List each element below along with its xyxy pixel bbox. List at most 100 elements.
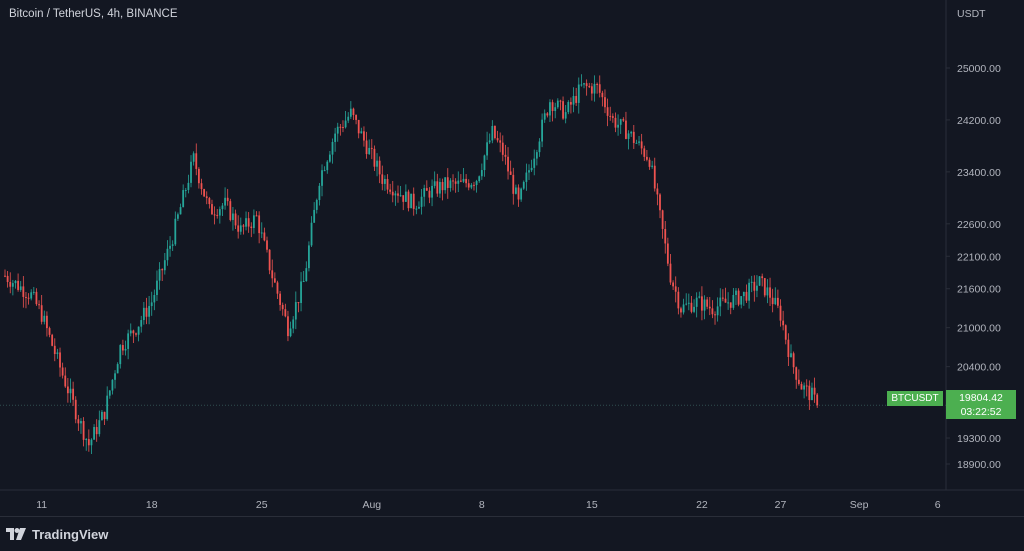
price-chart[interactable]: USDT 18900.00 19300.00 20400.00 21000.00 2160…	[0, 0, 1024, 516]
candle	[412, 187, 415, 216]
candle	[433, 171, 436, 189]
candle	[753, 275, 756, 302]
candle	[740, 295, 743, 309]
candle	[85, 438, 88, 451]
candle	[648, 157, 651, 170]
candle	[575, 87, 578, 106]
bar-countdown: 03:22:52	[960, 406, 1002, 418]
tradingview-logo[interactable]: TradingView	[6, 527, 108, 542]
candle	[585, 79, 588, 96]
candle	[774, 287, 777, 306]
candle	[179, 203, 182, 215]
candle	[732, 287, 735, 310]
candle	[349, 101, 352, 119]
candle	[640, 133, 643, 155]
candle	[156, 270, 158, 302]
candle	[583, 82, 585, 89]
candle	[467, 179, 470, 191]
candle	[284, 303, 287, 318]
y-tick-label: 18900.00	[957, 459, 1001, 471]
candle	[74, 396, 77, 424]
candle	[347, 112, 350, 124]
candle	[328, 150, 331, 163]
candle	[530, 159, 533, 172]
candle	[342, 120, 344, 133]
candle	[507, 147, 509, 180]
candle	[567, 100, 570, 115]
tradingview-brand: TradingView	[32, 526, 109, 542]
x-tick-label: 25	[256, 499, 268, 511]
candle	[315, 198, 318, 214]
candle	[268, 249, 271, 275]
candle	[446, 168, 449, 199]
candle	[787, 333, 790, 366]
candle	[674, 276, 677, 303]
candle	[6, 271, 9, 288]
candle	[281, 302, 284, 316]
candle	[813, 377, 816, 403]
candle	[237, 215, 240, 239]
candle	[816, 392, 819, 408]
candle	[224, 187, 226, 210]
candle	[475, 179, 478, 193]
candle	[449, 178, 452, 192]
candle	[630, 130, 633, 137]
candle	[271, 259, 274, 288]
candle	[559, 99, 562, 111]
candle	[218, 206, 221, 224]
candle	[509, 160, 512, 175]
candle	[48, 326, 51, 338]
candle	[14, 280, 17, 289]
candle	[721, 289, 724, 302]
candle	[606, 98, 609, 127]
y-tick-label: 22100.00	[957, 251, 1001, 263]
candle	[116, 362, 119, 374]
candle	[528, 164, 530, 181]
candle	[664, 221, 667, 254]
candle	[381, 165, 384, 191]
candle	[208, 196, 211, 209]
candle	[247, 212, 250, 233]
candle	[404, 184, 407, 202]
candle	[748, 278, 750, 309]
candle	[25, 292, 27, 309]
candle	[501, 135, 504, 162]
candle	[777, 289, 779, 309]
candle	[703, 295, 706, 320]
candle	[685, 293, 688, 306]
candle	[190, 155, 192, 188]
candle	[465, 174, 468, 188]
candle	[564, 105, 567, 124]
candle	[486, 131, 488, 160]
candle	[604, 89, 606, 114]
candle	[177, 212, 179, 221]
candle	[410, 193, 412, 209]
candle	[66, 378, 69, 403]
candle	[221, 203, 224, 217]
candle	[305, 261, 308, 282]
candle	[750, 275, 753, 293]
candle	[546, 112, 549, 118]
candle	[158, 262, 161, 290]
candle	[478, 175, 481, 183]
candle	[302, 270, 305, 283]
candle	[297, 302, 300, 313]
candle	[779, 299, 782, 327]
candle	[803, 382, 805, 399]
candle	[737, 288, 740, 307]
candle	[276, 280, 279, 300]
candle	[695, 292, 698, 318]
candle	[609, 106, 612, 121]
candle	[659, 193, 661, 219]
candle	[287, 310, 289, 342]
candle	[714, 311, 716, 325]
candle	[17, 273, 19, 292]
candle	[454, 178, 457, 193]
candle	[197, 167, 200, 189]
candle	[473, 181, 475, 191]
candle	[80, 418, 82, 434]
candle	[488, 133, 491, 144]
candle	[666, 237, 669, 267]
candle	[643, 145, 646, 161]
candle	[763, 277, 766, 298]
